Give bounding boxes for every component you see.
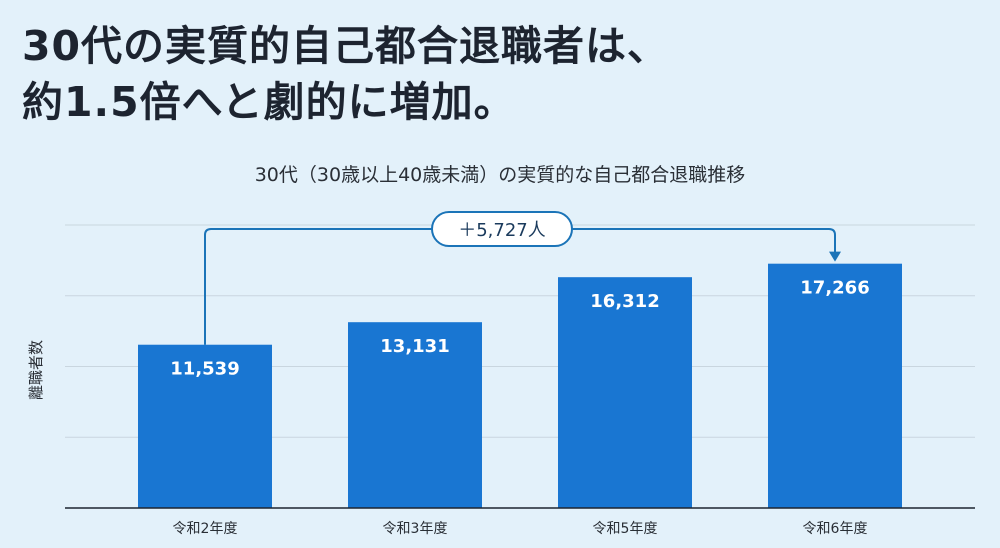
bar: [558, 277, 692, 508]
x-tick-label: 令和5年度: [593, 521, 658, 537]
bar: [348, 322, 482, 508]
bar-value-label: 16,312: [590, 291, 659, 312]
chart-title: 30代（30歳以上40歳未満）の実質的な自己都合退職推移: [254, 164, 746, 186]
bar-value-label: 17,266: [800, 278, 869, 299]
y-axis-label: 離職者数: [27, 340, 45, 400]
x-tick-label: 令和6年度: [803, 521, 868, 537]
x-tick-label: 令和3年度: [383, 521, 448, 537]
x-tick-label: 令和2年度: [173, 521, 238, 537]
increase-annotation-text: ＋5,727人: [458, 220, 546, 241]
bar: [768, 263, 902, 508]
bar-value-label: 13,131: [380, 336, 449, 357]
headline: 30代の実質的自己都合退職者は、 約1.5倍へと劇的に増加。: [22, 18, 669, 130]
increase-arrowhead: [829, 251, 841, 262]
bar: [138, 344, 272, 508]
increase-annotation-badge: [431, 211, 573, 247]
bar-value-label: 11,539: [170, 359, 239, 380]
headline-line-2: 約1.5倍へと劇的に増加。: [22, 78, 516, 126]
headline-line-1: 30代の実質的自己都合退職者は、: [22, 22, 670, 70]
